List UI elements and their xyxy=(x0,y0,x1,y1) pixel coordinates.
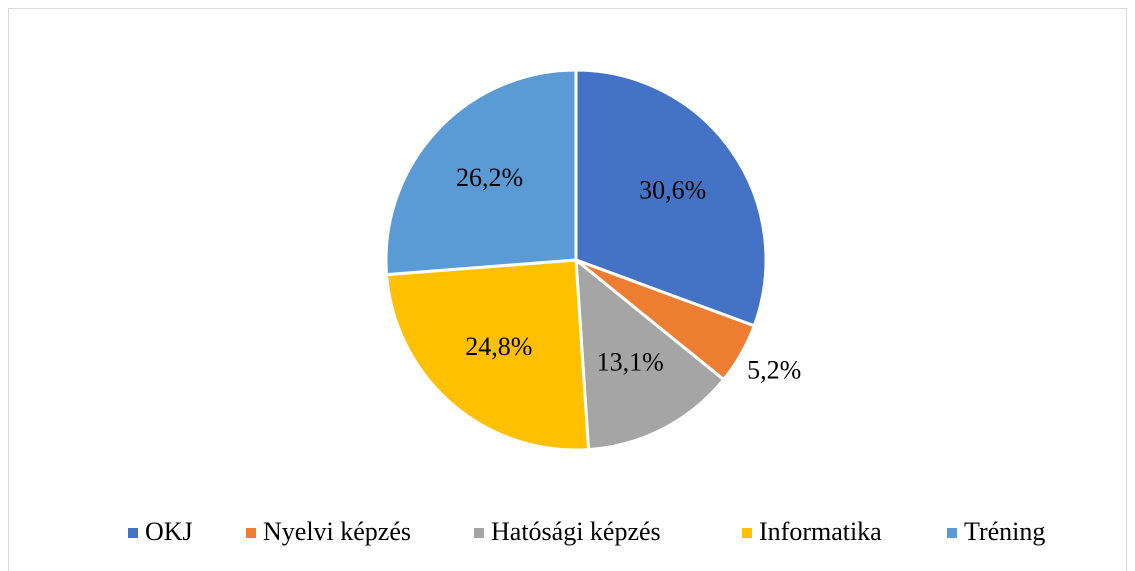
legend-label: Nyelvi képzés xyxy=(263,517,411,546)
legend-label: OKJ xyxy=(145,517,193,546)
data-label: 5,2% xyxy=(747,356,801,385)
pie-slice xyxy=(384,68,578,277)
legend-swatch xyxy=(742,528,752,538)
data-label: 24,8% xyxy=(465,332,532,361)
legend-swatch xyxy=(474,528,484,538)
data-label: 30,6% xyxy=(639,176,706,205)
legend-swatch xyxy=(947,528,957,538)
data-label: 26,2% xyxy=(456,163,523,192)
legend-label: Informatika xyxy=(759,517,882,546)
legend-label: Hatósági képzés xyxy=(491,517,661,546)
legend-swatch xyxy=(246,528,256,538)
pie-slice xyxy=(574,256,726,452)
pie-slice xyxy=(574,68,768,328)
data-label: 13,1% xyxy=(597,348,664,377)
legend-label: Tréning xyxy=(964,517,1045,546)
pie-slice xyxy=(384,258,591,452)
legend-swatch xyxy=(128,528,138,538)
